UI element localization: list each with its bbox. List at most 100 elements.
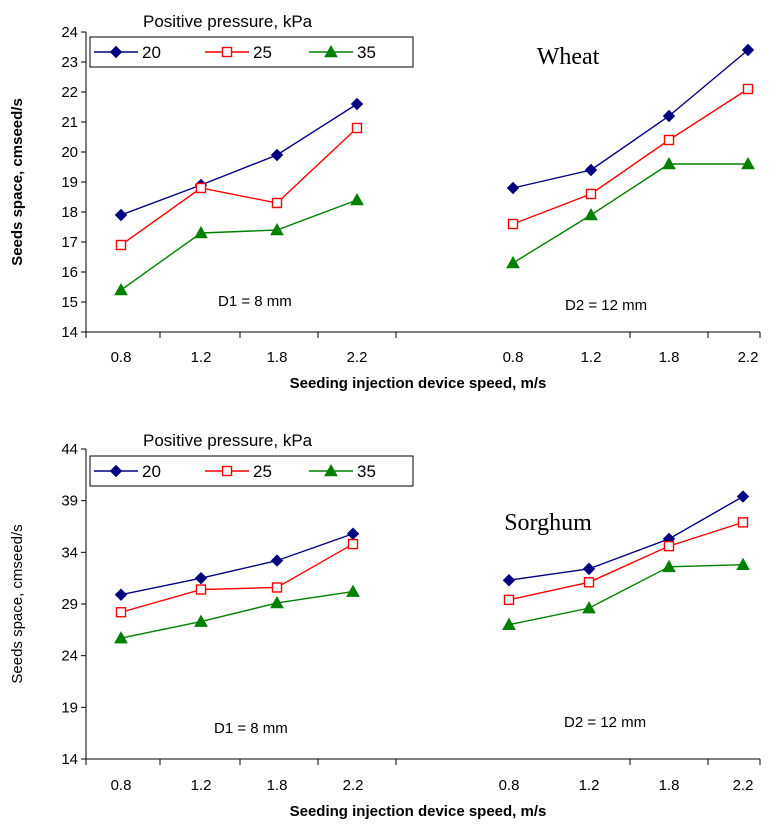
legend-box [89, 455, 414, 487]
data-point [351, 122, 363, 134]
legend-marker [324, 463, 338, 477]
data-point [736, 490, 750, 503]
data-point [350, 97, 364, 111]
legend-marker [324, 44, 338, 58]
series-20 [114, 490, 750, 601]
data-point [503, 594, 515, 606]
data-point [346, 527, 360, 540]
legend-marker [221, 46, 233, 58]
y-tick-label: 39 [61, 493, 78, 510]
data-point [582, 601, 596, 614]
legend-box [89, 36, 414, 68]
data-point [502, 617, 516, 630]
data-point [194, 614, 208, 627]
series-line [120, 199, 358, 291]
data-point [271, 197, 283, 209]
series-25 [115, 517, 749, 618]
series-25 [115, 83, 754, 251]
x-tick-label: 0.8 [499, 777, 520, 794]
y-tick-label: 19 [61, 174, 78, 191]
x-tick-label: 0.8 [503, 349, 524, 366]
annotation: D1 = 8 mm [218, 293, 292, 310]
data-point [346, 584, 360, 597]
data-point [663, 540, 675, 552]
x-tick-label: 1.8 [659, 349, 680, 366]
legend-label: 20 [142, 43, 161, 62]
data-point [507, 218, 519, 230]
chart-panel-1: 14 15 16 17 18 19 20 21 22 23 24 0.8 1.2 1.8 2.2 0.8 1.2… [9, 12, 761, 392]
data-point [583, 577, 595, 588]
x-axis-title: Seeding injection device speed, m/s [290, 803, 547, 820]
series-line [120, 533, 354, 596]
y-tick-label: 14 [61, 751, 78, 768]
y-tick-label: 21 [61, 114, 78, 131]
data-point [195, 182, 207, 194]
data-point [194, 571, 208, 585]
data-point [195, 584, 207, 595]
y-tick-label: 34 [61, 544, 78, 561]
y-axis-title: Seeds space, cmseed/s [9, 98, 26, 266]
legend-title: Positive pressure, kPa [143, 12, 313, 31]
data-point [114, 282, 128, 296]
data-point [271, 582, 283, 593]
annotation: D2 = 12 mm [565, 297, 647, 314]
y-tick-label: 16 [61, 264, 78, 281]
data-point [662, 559, 676, 573]
x-tick-label: 2.2 [733, 777, 754, 794]
y-tick-label: 24 [61, 648, 78, 665]
panel-title: Sorghum [504, 510, 592, 536]
series-line [120, 103, 358, 216]
x-tick-label: 2.2 [738, 349, 759, 366]
legend-title: Positive pressure, kPa [143, 431, 313, 450]
series-line [512, 49, 749, 189]
series-35 [114, 557, 750, 644]
legend-label: 25 [253, 462, 272, 481]
annotation: D2 = 12 mm [564, 714, 646, 731]
data-point [114, 208, 128, 222]
x-tick-label: 1.2 [191, 349, 212, 366]
data-point [347, 538, 359, 550]
data-point [741, 43, 755, 57]
x-tick-label: 0.8 [111, 777, 132, 794]
series-35 [114, 156, 755, 296]
data-point [737, 517, 749, 528]
y-tick-label: 18 [61, 204, 78, 221]
x-tick-label: 1.2 [581, 349, 602, 366]
y-axis-title: Seeds space, cmseed/s [9, 524, 26, 683]
chart-panel-2: 14 19 24 29 34 39 44 0.8 1.2 1.8 2.2 0.8 1.2 1.8 2.2 Se… [9, 431, 761, 820]
data-point [114, 588, 128, 601]
x-tick-label: 1.2 [579, 777, 600, 794]
y-tick-label: 14 [61, 324, 78, 341]
series-line [120, 590, 354, 639]
data-point [585, 188, 597, 200]
annotation: D1 = 8 mm [214, 720, 288, 737]
x-tick-label: 2.2 [343, 777, 364, 794]
data-point [350, 192, 364, 206]
x-axis-title: Seeding injection device speed, m/s [290, 375, 547, 392]
legend-marker [109, 464, 123, 478]
y-tick-label: 29 [61, 596, 78, 613]
data-point [270, 595, 284, 609]
data-point [270, 222, 284, 236]
legend-label: 25 [253, 43, 272, 62]
data-point [270, 554, 284, 567]
series-line [512, 88, 749, 225]
data-point [736, 557, 750, 571]
legend: Positive pressure, kPa 20 25 35 [89, 12, 414, 68]
y-tick-label: 22 [61, 84, 78, 101]
x-tick-label: 2.2 [347, 349, 368, 366]
data-point [194, 225, 208, 239]
data-point [663, 134, 675, 146]
x-tick-label: 0.8 [111, 349, 132, 366]
data-point [502, 574, 516, 587]
y-tick-label: 24 [61, 24, 78, 41]
data-point [114, 631, 128, 644]
series-20 [114, 43, 755, 222]
y-tick-label: 23 [61, 54, 78, 71]
y-tick-label: 44 [61, 441, 78, 458]
series-line [508, 521, 744, 601]
data-point [506, 255, 520, 269]
data-point [584, 207, 598, 221]
x-tick-label: 1.8 [659, 777, 680, 794]
